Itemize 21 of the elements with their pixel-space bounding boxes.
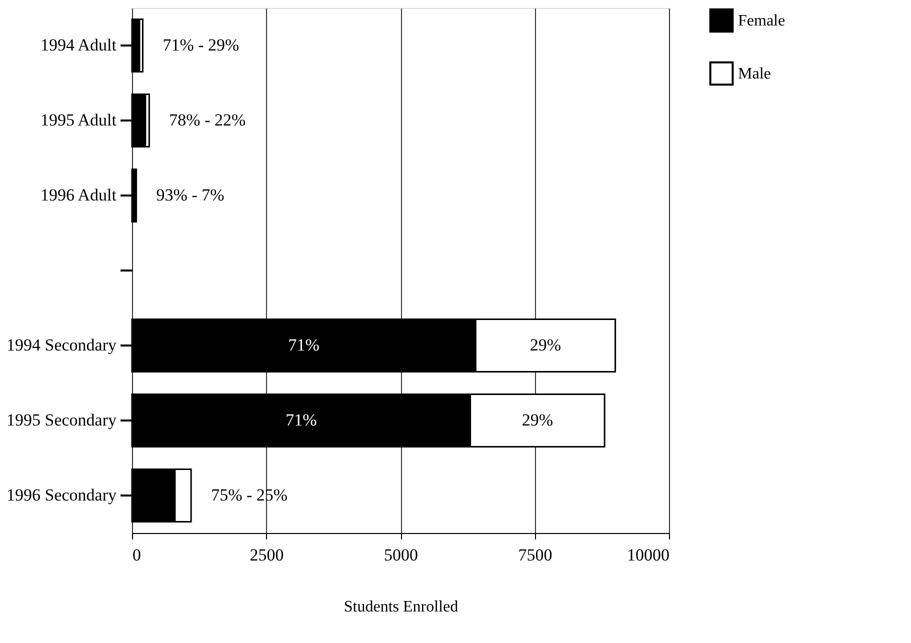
annotation: 71% — [288, 336, 320, 354]
annotation: 29% — [522, 410, 554, 430]
annotation: 71% - 29% — [162, 36, 240, 54]
annotation: 93% - 7% — [156, 186, 224, 204]
x-tick-label: 5000 — [384, 546, 418, 564]
y-tick-label: 1995 Secondary — [6, 410, 117, 430]
annotation: 71% — [286, 410, 317, 430]
annotation: 29% — [530, 336, 562, 354]
legend-label: Female — [738, 12, 786, 30]
x-tick-label: 10000 — [627, 546, 670, 564]
y-tick-label: 1995 Adult — [40, 110, 117, 130]
y-tick-label: 1994 Secondary — [6, 336, 117, 354]
x-axis-title: Students Enrolled — [344, 598, 458, 616]
x-tick-label: 7500 — [518, 546, 552, 564]
annotation: 78% - 22% — [169, 110, 246, 130]
x-tick-label: 0 — [132, 546, 141, 564]
y-tick-label: 1996 Adult — [40, 186, 117, 204]
y-tick-label: 1994 Adult — [40, 36, 117, 54]
y-tick-label: 1996 Secondary — [6, 486, 117, 504]
x-tick-label: 2500 — [250, 546, 284, 564]
legend-label: Male — [738, 66, 771, 82]
